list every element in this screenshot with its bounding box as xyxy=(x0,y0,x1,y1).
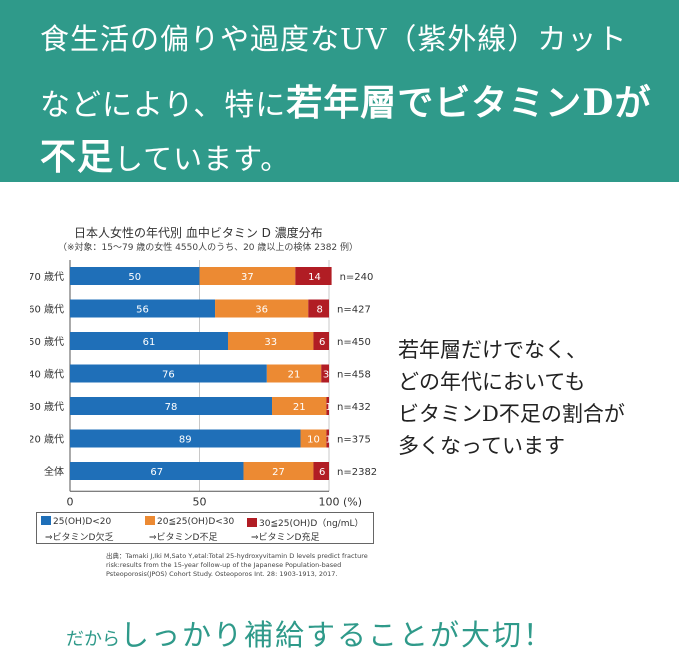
data-label: 6 xyxy=(319,467,325,478)
header-banner: 食生活の偏りや過度なUV（紫外線）カット などにより、特に若年層でビタミンDが … xyxy=(0,0,679,182)
legend-item-insufficient: 20≦25(OH)D<30 xyxy=(145,516,234,527)
side-message-line: どの年代においても xyxy=(398,370,586,394)
category-label: 60 歳代 xyxy=(30,304,64,316)
legend-label: 25(OH)D<20 xyxy=(53,517,112,527)
chart-legend: 25(OH)D<20 20≦25(OH)D<30 30≦25(OH)D（ng/m… xyxy=(36,512,374,544)
legend-item-sufficient: 30≦25(OH)D（ng/mL） xyxy=(247,516,363,529)
side-message-line: ビタミンD不足の割合が xyxy=(398,402,625,426)
bar-segment xyxy=(70,299,216,318)
legend-swatch-orange xyxy=(145,516,155,525)
chart-title: 日本人女性の年代別 血中ビタミン D 濃度分布 xyxy=(74,226,323,240)
data-label: 78 xyxy=(165,402,178,413)
sample-size-label: n=432 xyxy=(337,402,371,413)
category-label: 70 歳代 xyxy=(30,271,64,283)
legend-item-deficient: 25(OH)D<20 xyxy=(41,516,111,527)
side-message-line: 若年層だけでなく、 xyxy=(398,338,587,362)
bar-segment xyxy=(313,332,329,350)
bar-segment xyxy=(326,397,329,415)
data-label: 6 xyxy=(319,337,325,348)
legend-label: 30≦25(OH)D（ng/mL） xyxy=(259,519,364,529)
sample-size-label: n=450 xyxy=(337,337,371,348)
bar-segment xyxy=(295,267,332,285)
header-line-2: などにより、特に若年層でビタミンDが xyxy=(40,74,651,126)
bar-segment xyxy=(70,429,301,448)
x-tick-label: 0 xyxy=(67,495,74,508)
legend-sub-label: ⇒ビタミンD充足 xyxy=(251,533,320,543)
x-tick-label: 50 xyxy=(193,495,207,508)
header-line-2-post: が xyxy=(614,82,652,124)
data-label: 10 xyxy=(307,435,320,446)
bar-segment xyxy=(243,462,314,480)
bar-segment xyxy=(326,429,329,448)
data-label: 89 xyxy=(179,435,192,446)
sample-size-label: n=427 xyxy=(337,305,371,316)
data-label: 27 xyxy=(272,467,285,478)
bar-segment xyxy=(70,397,273,415)
bar-segment xyxy=(308,299,329,318)
sample-size-label: n=375 xyxy=(337,435,371,446)
source-citation: 出典：Tamaki J,Iki M,Sato Y,etal:Total 25-h… xyxy=(106,552,368,579)
x-tick-label: 100 xyxy=(319,495,340,508)
bar-segment xyxy=(70,267,200,285)
data-label: 36 xyxy=(255,305,268,316)
bar-segment xyxy=(227,332,314,350)
data-label: 76 xyxy=(162,370,175,381)
data-label: 21 xyxy=(288,370,301,381)
data-label: 8 xyxy=(316,305,322,316)
data-label: 67 xyxy=(150,467,163,478)
side-message-line: 多くなっています xyxy=(398,434,565,458)
bar-segment xyxy=(300,429,327,448)
data-label: 56 xyxy=(136,305,149,316)
category-label: 30 歳代 xyxy=(30,401,64,413)
bar-segment xyxy=(215,299,309,318)
category-label: 全体 xyxy=(44,465,64,478)
category-label: 40 歳代 xyxy=(30,369,64,381)
call-to-action: だからしっかり補給することが大切！ xyxy=(66,612,554,654)
category-label: 50 歳代 xyxy=(30,336,64,348)
cta-main: しっかり補給することが大切！ xyxy=(120,618,555,652)
cta-prefix: だから xyxy=(66,629,120,650)
header-line-3-post: しています。 xyxy=(114,142,291,176)
bar-segment xyxy=(313,462,329,480)
source-line: 出典：Tamaki J,Iki M,Sato Y,etal:Total 25-h… xyxy=(106,552,368,560)
header-line-3: 不足しています。 xyxy=(40,128,290,180)
data-label: 3 xyxy=(323,370,329,381)
legend-label: 20≦25(OH)D<30 xyxy=(157,517,235,527)
bar-segment xyxy=(70,364,267,383)
data-label: 37 xyxy=(241,272,254,283)
data-label: 1 xyxy=(326,402,332,413)
category-label: 20 歳代 xyxy=(30,434,64,446)
data-label: 1 xyxy=(326,435,332,446)
chart-subtitle: （※対象：15〜79 歳の女性 4550人のうち、20 歳以上の検体 2382 … xyxy=(58,243,359,253)
sample-size-label: n=2382 xyxy=(337,467,377,478)
sample-size-label: n=240 xyxy=(340,272,374,283)
data-label: 61 xyxy=(143,337,156,348)
bar-segment xyxy=(70,462,244,480)
bar-segment xyxy=(272,397,327,415)
bar-segment xyxy=(266,364,322,383)
bar-segment xyxy=(70,332,228,350)
data-label: 14 xyxy=(308,272,321,283)
source-line: risk:results from the 15-year follow-up … xyxy=(106,561,342,569)
side-message: 若年層だけでなく、 どの年代においても ビタミンD不足の割合が 多くなっています xyxy=(398,334,625,462)
legend-sub-label: ⇒ビタミンD欠乏 xyxy=(45,533,114,543)
header-line-2-emphasis: 若年層でビタミンD xyxy=(286,82,615,124)
data-label: 50 xyxy=(128,272,141,283)
legend-sub-label: ⇒ビタミンD不足 xyxy=(149,533,218,543)
legend-swatch-red xyxy=(247,518,257,527)
bar-segment xyxy=(321,364,329,383)
header-line-2-pre: などにより、特に xyxy=(40,88,287,123)
data-label: 33 xyxy=(264,337,277,348)
x-axis-unit: (%) xyxy=(343,495,362,508)
bar-segment xyxy=(199,267,296,285)
header-line-1: 食生活の偏りや過度なUV（紫外線）カット xyxy=(40,22,628,56)
data-label: 21 xyxy=(293,402,306,413)
legend-swatch-blue xyxy=(41,516,51,525)
sample-size-label: n=458 xyxy=(337,370,371,381)
source-line: Psteoporosis(JPOS) Cohort Study. Osteopo… xyxy=(106,570,338,578)
header-line-3-emphasis: 不足 xyxy=(40,136,115,178)
